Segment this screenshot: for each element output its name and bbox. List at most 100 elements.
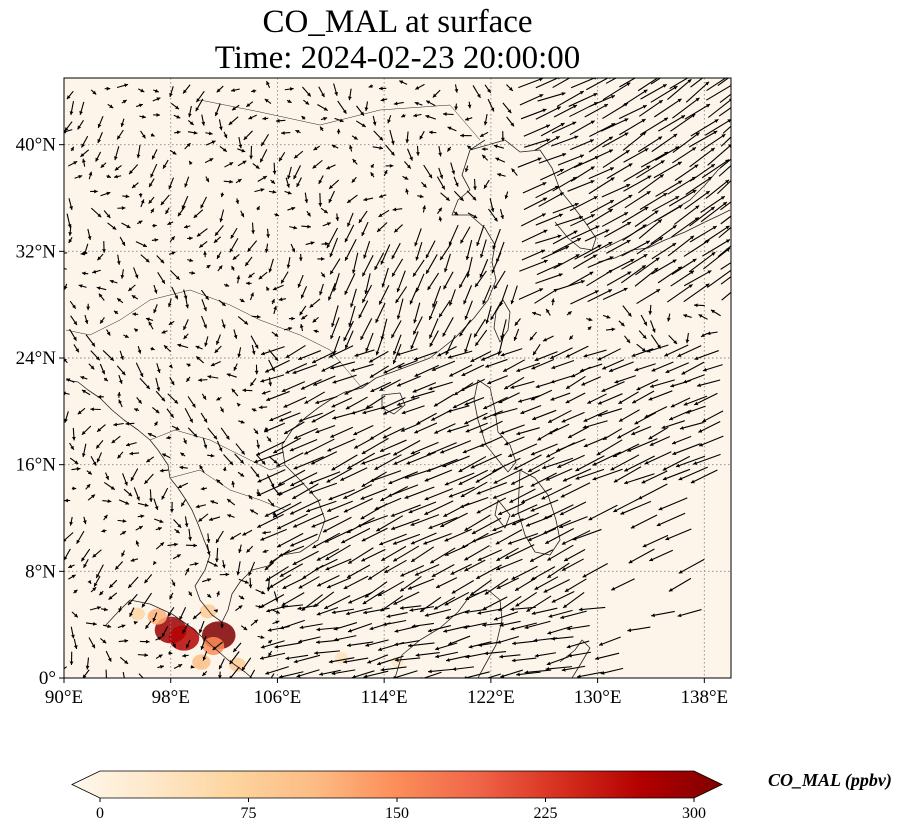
wind-arrow [190, 664, 195, 669]
colorbar-tick-label: 75 [241, 805, 257, 822]
wind-arrow [230, 227, 238, 239]
wind-arrow [90, 456, 97, 466]
wind-arrow [159, 468, 169, 473]
wind-arrow [413, 113, 422, 118]
wind-arrow [129, 451, 140, 456]
wind-arrow [347, 547, 374, 565]
wind-arrow [386, 612, 408, 618]
wind-arrow [253, 428, 259, 435]
wind-arrow [221, 319, 226, 329]
wind-arrow [502, 102, 512, 114]
wind-arrow [343, 484, 373, 500]
wind-arrow [106, 174, 112, 179]
wind-arrow [582, 563, 608, 578]
wind-arrow [369, 470, 402, 483]
wind-arrow [685, 176, 713, 195]
wind-arrow [694, 303, 705, 308]
wind-arrow [207, 453, 215, 458]
wind-arrow [220, 622, 224, 629]
wind-arrow [331, 454, 358, 471]
wind-arrow [529, 549, 554, 563]
wind-arrow [156, 255, 165, 264]
wind-arrow [198, 620, 205, 634]
wind-arrow [309, 471, 341, 485]
wind-arrow [550, 392, 571, 401]
wind-arrow [362, 590, 385, 605]
wind-arrow [102, 350, 115, 362]
wind-arrow [80, 149, 90, 158]
wind-arrow [535, 185, 560, 199]
wind-arrow [365, 395, 386, 409]
wind-arrow [450, 563, 472, 575]
map-timestamp: Time: 2024-02-23 20:00:00 [214, 40, 581, 76]
wind-arrow [696, 379, 721, 388]
wind-arrow [199, 464, 205, 473]
wind-arrow [463, 285, 473, 305]
wind-arrow [166, 435, 172, 440]
wind-arrow [584, 103, 609, 118]
wind-arrow [556, 90, 585, 107]
wind-arrow [69, 651, 74, 666]
wind-arrow [492, 457, 521, 473]
wind-arrow [97, 253, 104, 261]
wind-arrow [500, 131, 505, 142]
wind-arrow [445, 654, 470, 662]
wind-arrow [432, 89, 441, 98]
wind-arrow [487, 375, 508, 385]
wind-arrow [304, 391, 326, 405]
wind-arrow [566, 625, 590, 631]
wind-arrow [286, 99, 292, 104]
wind-arrow [262, 116, 269, 121]
wind-arrow [130, 558, 139, 562]
wind-arrow [399, 605, 422, 610]
wind-arrow [300, 286, 308, 299]
wind-arrow [167, 298, 172, 308]
wind-arrow [351, 135, 359, 141]
wind-arrow [248, 114, 257, 120]
wind-arrow [568, 335, 574, 341]
wind-arrow [337, 100, 347, 115]
wind-arrow [705, 179, 730, 199]
wind-arrow [93, 575, 101, 588]
wind-arrow [523, 124, 551, 137]
wind-arrow [133, 621, 138, 625]
wind-arrow [473, 178, 477, 191]
wind-arrow [117, 206, 126, 210]
wind-arrow [582, 420, 608, 429]
wind-arrow [624, 190, 651, 209]
wind-arrow [650, 224, 677, 245]
wind-arrow [581, 376, 601, 386]
wind-arrow [464, 165, 469, 173]
wind-arrow [651, 361, 674, 372]
wind-arrow [242, 388, 253, 393]
wind-arrow [177, 205, 186, 217]
wind-arrow [287, 206, 296, 211]
wind-arrow [258, 405, 268, 410]
wind-arrow [251, 222, 255, 234]
wind-arrow [427, 272, 440, 291]
wind-arrow [498, 595, 522, 612]
wind-arrow [85, 621, 97, 626]
wind-arrow [181, 195, 189, 210]
wind-arrow [553, 253, 580, 270]
wind-arrow [509, 488, 536, 504]
wind-arrow [128, 164, 139, 175]
wind-arrow [297, 274, 304, 288]
ytick-label: 32°N [16, 241, 57, 262]
wind-arrow [429, 330, 439, 348]
wind-arrow [379, 379, 401, 392]
wind-arrow [154, 518, 164, 523]
wind-arrow [376, 655, 404, 666]
wind-arrow [85, 334, 96, 347]
wind-arrow [304, 438, 335, 455]
wind-arrow [504, 436, 525, 446]
wind-arrow [606, 239, 631, 254]
wind-arrow [689, 163, 716, 182]
wind-arrow [381, 267, 389, 288]
wind-arrow [80, 375, 88, 380]
wind-arrow [438, 146, 442, 157]
wind-arrow [173, 114, 181, 119]
wind-arrow [188, 591, 193, 597]
wind-arrow [131, 182, 139, 189]
wind-arrow [69, 516, 74, 526]
